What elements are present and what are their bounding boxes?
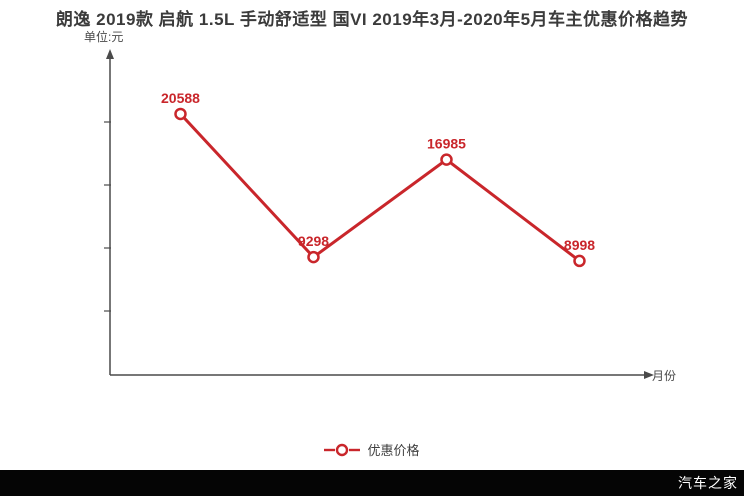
legend-line-marker-icon — [324, 443, 361, 456]
data-point-marker[interactable] — [440, 153, 453, 166]
data-point-marker[interactable] — [307, 250, 320, 264]
footer-bar: 汽车之家 — [0, 470, 744, 496]
watermark-autohome: 汽车之家 — [678, 475, 738, 491]
x-axis-label: 月份 — [652, 369, 677, 383]
y-axis-arrow-icon — [106, 49, 114, 59]
y-axis-unit-label: 单位:元 — [84, 30, 124, 44]
data-point-label: 20588 — [161, 90, 200, 106]
data-point-marker[interactable] — [174, 107, 187, 121]
chart-title: 朗逸 2019款 启航 1.5L 手动舒适型 国VI 2019年3月-2020年… — [55, 10, 689, 29]
series-group: 20588 9298 16985 8998 — [161, 90, 595, 268]
trend-line — [179, 112, 581, 263]
x-axis-arrow-icon — [644, 371, 654, 379]
data-point-label: 16985 — [427, 136, 466, 152]
legend[interactable]: 优惠价格 — [0, 440, 744, 459]
data-point-marker[interactable] — [573, 254, 586, 268]
data-point-label: 8998 — [564, 237, 595, 253]
data-point-label: 9298 — [298, 233, 329, 249]
y-axis-ticks — [104, 121, 111, 312]
legend-label: 优惠价格 — [367, 443, 420, 458]
